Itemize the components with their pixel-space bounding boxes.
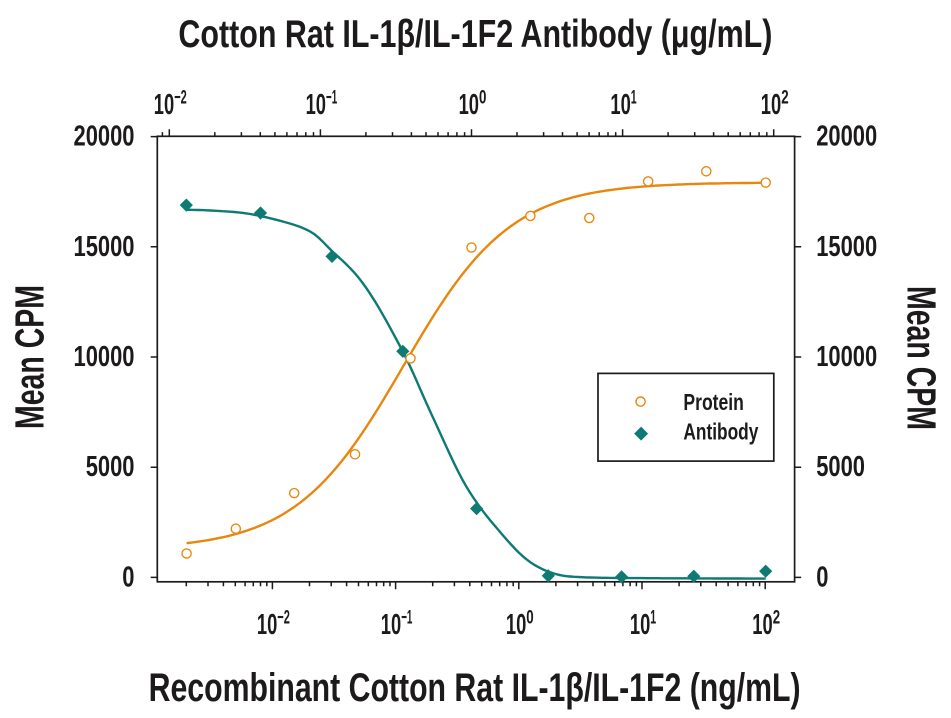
svg-text:20000: 20000 [74,121,135,153]
svg-text:5000: 5000 [816,451,865,483]
svg-text:Recombinant Cotton Rat IL-1β/I: Recombinant Cotton Rat IL-1β/IL-1F2 (ng/… [149,666,801,710]
svg-text:10: 10 [761,89,781,121]
svg-text:10000: 10000 [74,341,135,373]
svg-text:10: 10 [459,89,479,121]
svg-text:Protein: Protein [683,389,744,415]
svg-text:2: 2 [773,607,780,629]
svg-text:10: 10 [610,89,630,121]
svg-text:−1: −1 [326,87,337,109]
svg-text:2: 2 [781,87,788,109]
svg-text:Cotton Rat IL-1β/IL-1F2 Antibo: Cotton Rat IL-1β/IL-1F2 Antibody (μg/mL) [178,13,772,56]
svg-text:10: 10 [630,609,650,641]
svg-text:10: 10 [381,609,401,641]
svg-text:Mean CPM: Mean CPM [899,286,945,430]
svg-text:10: 10 [752,609,772,641]
svg-text:Mean CPM: Mean CPM [7,285,53,429]
svg-text:0: 0 [526,607,533,629]
svg-text:−2: −2 [277,607,290,629]
svg-text:15000: 15000 [816,231,877,263]
svg-text:5000: 5000 [86,451,135,483]
svg-text:1: 1 [631,87,637,109]
svg-text:10000: 10000 [816,341,877,373]
svg-text:20000: 20000 [816,121,877,153]
svg-text:−1: −1 [401,607,412,629]
svg-text:0: 0 [816,561,828,593]
svg-text:15000: 15000 [74,231,135,263]
svg-text:1: 1 [650,607,656,629]
svg-text:0: 0 [122,561,134,593]
svg-text:10: 10 [257,609,277,641]
svg-text:−2: −2 [174,87,187,109]
svg-text:10: 10 [154,89,174,121]
svg-text:Antibody: Antibody [683,419,758,445]
svg-text:10: 10 [306,89,326,121]
svg-text:10: 10 [506,609,526,641]
svg-text:0: 0 [479,87,486,109]
